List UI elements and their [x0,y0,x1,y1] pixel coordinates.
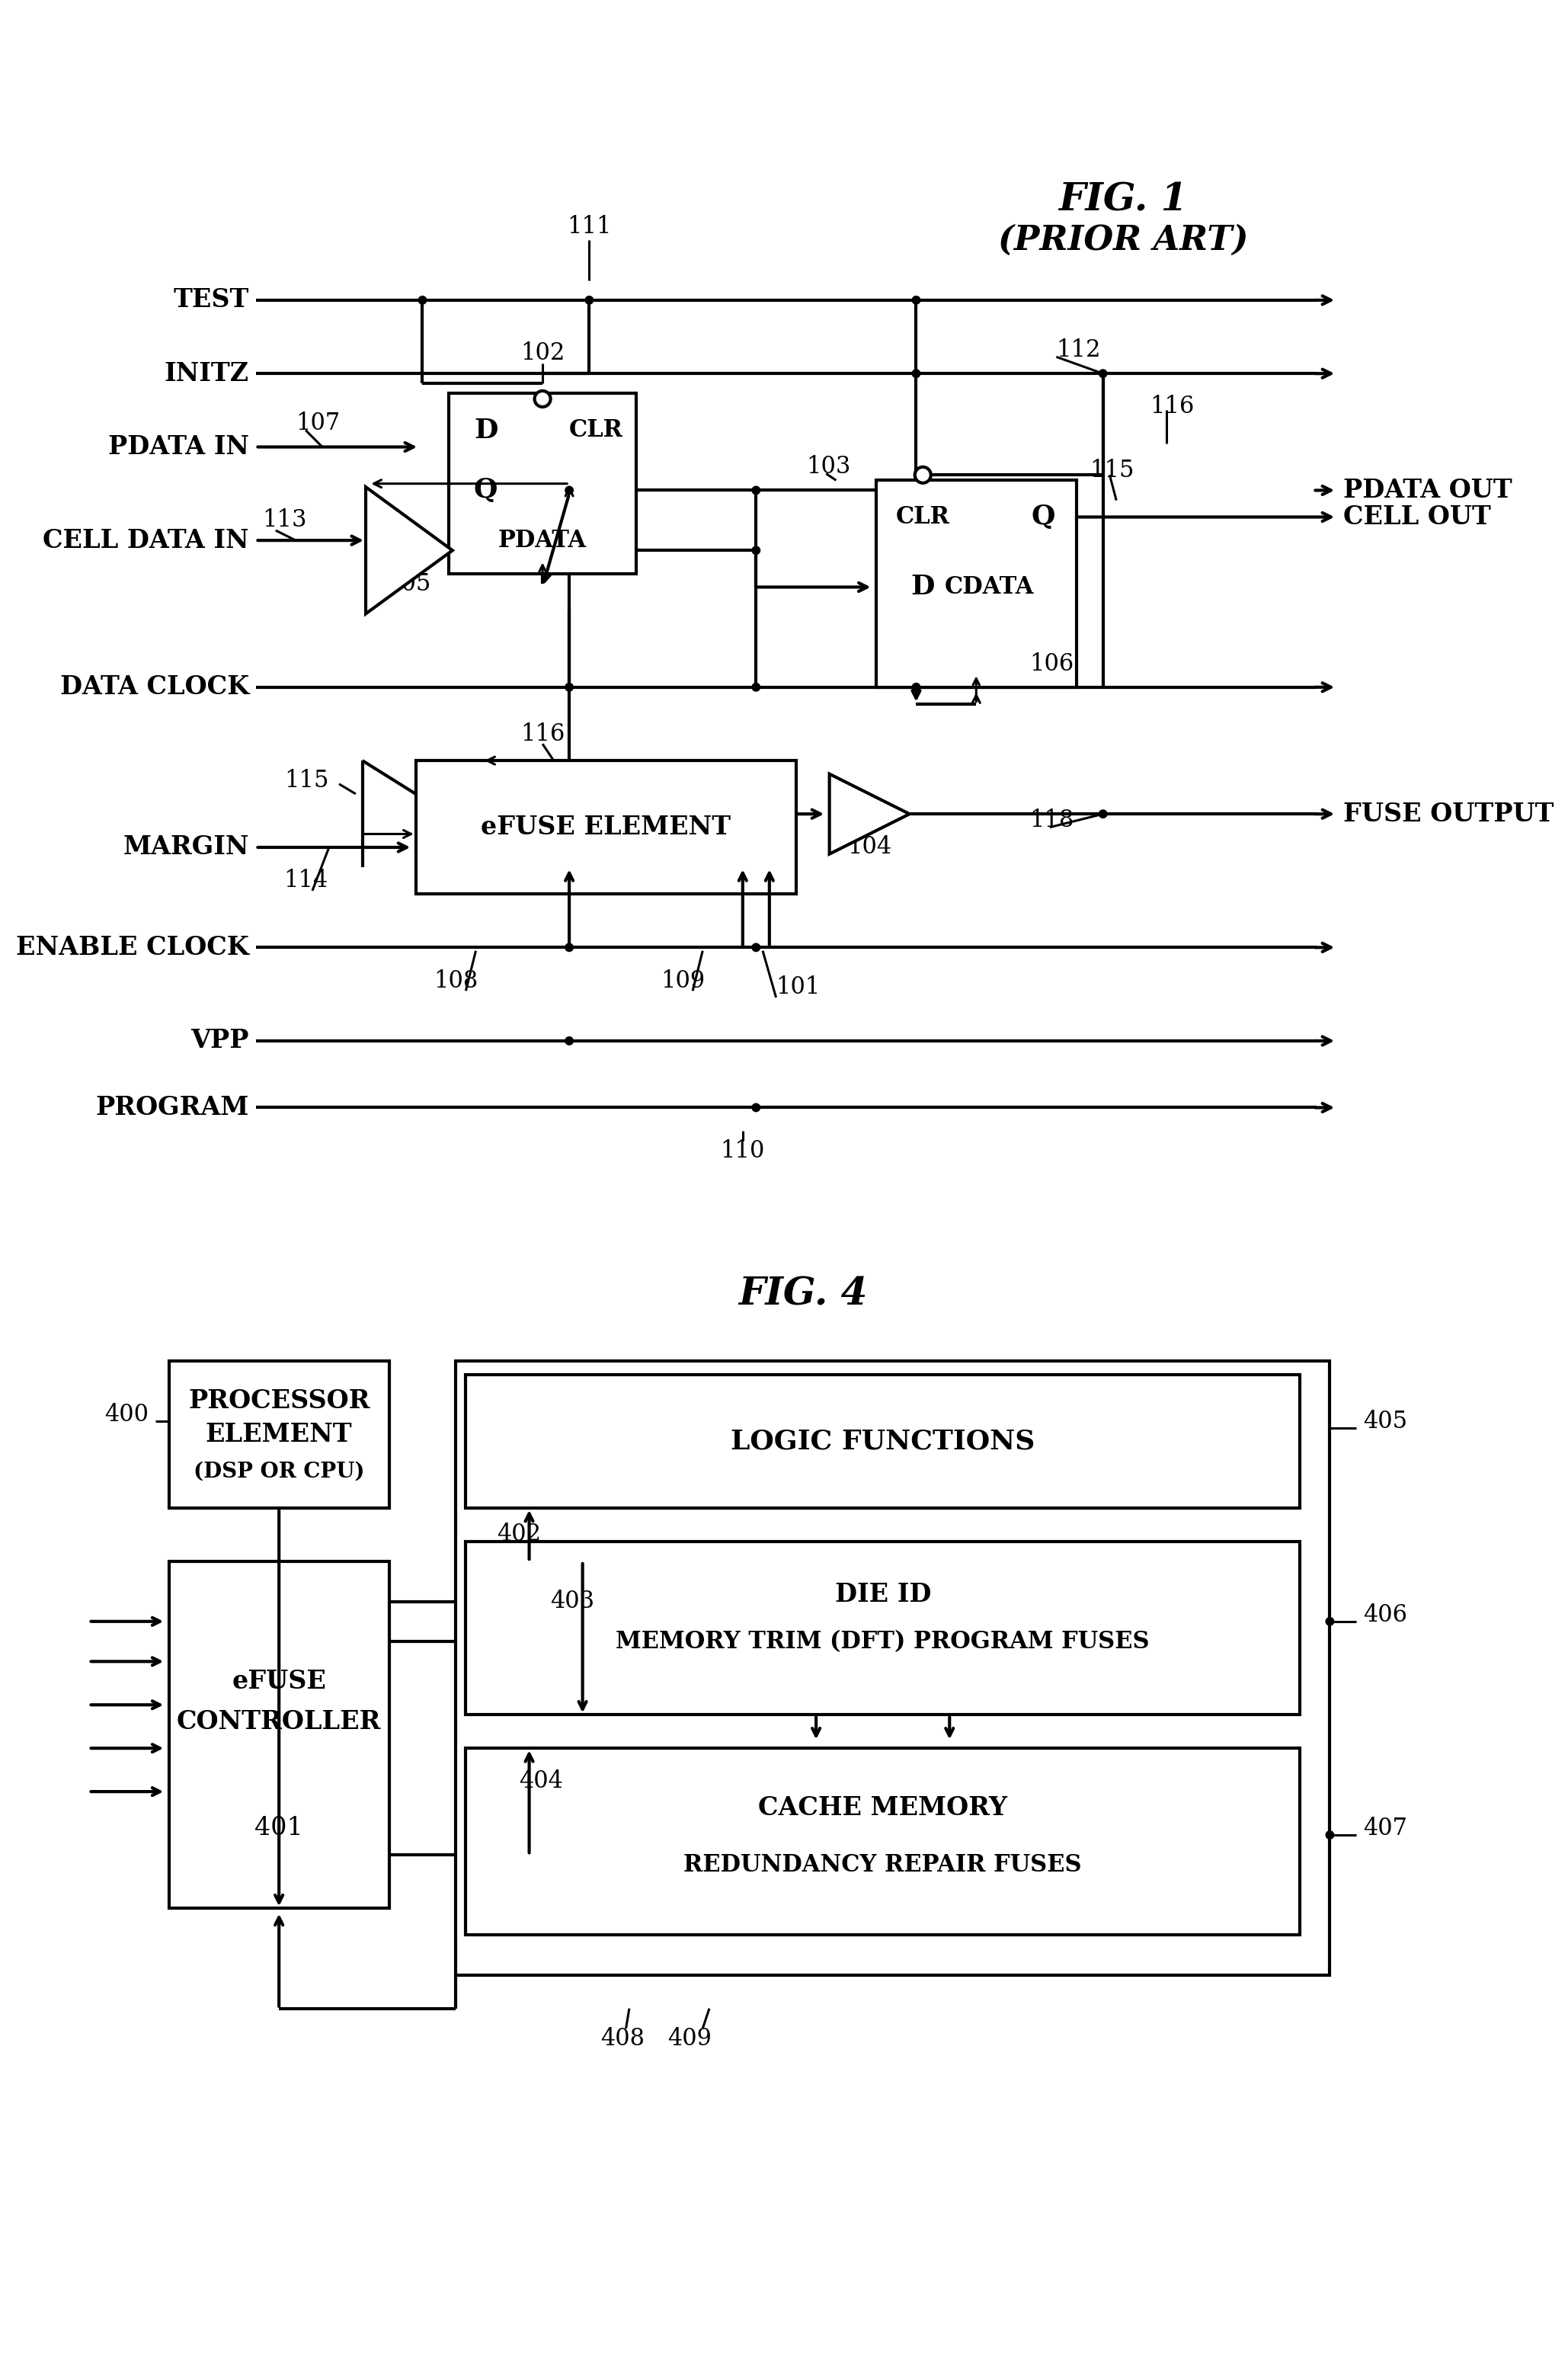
Text: CDATA: CDATA [946,576,1035,599]
Text: 108: 108 [434,970,478,994]
Text: 109: 109 [660,970,704,994]
FancyBboxPatch shape [466,1374,1300,1508]
FancyBboxPatch shape [416,760,797,894]
Text: 107: 107 [296,411,340,434]
Text: ELEMENT: ELEMENT [205,1423,353,1447]
FancyBboxPatch shape [448,394,637,573]
Circle shape [419,295,426,304]
Text: 106: 106 [1030,651,1074,675]
Text: CONTROLLER: CONTROLLER [177,1709,381,1735]
Circle shape [913,371,920,378]
FancyBboxPatch shape [169,1362,389,1508]
Circle shape [1327,1831,1334,1838]
Circle shape [1099,371,1107,378]
Circle shape [753,1104,760,1112]
Text: 113: 113 [262,507,307,531]
FancyBboxPatch shape [877,481,1076,687]
Text: 409: 409 [668,2027,712,2051]
Circle shape [564,682,574,691]
Polygon shape [365,486,453,614]
Text: Q: Q [1032,505,1055,531]
Text: DIE ID: DIE ID [834,1581,931,1607]
Text: (PRIOR ART): (PRIOR ART) [997,224,1248,257]
Text: 116: 116 [521,722,564,746]
Text: DATA CLOCK: DATA CLOCK [60,675,249,701]
FancyBboxPatch shape [466,1541,1300,1716]
Text: 404: 404 [519,1770,563,1794]
Text: ENABLE CLOCK: ENABLE CLOCK [16,935,249,961]
Circle shape [753,486,760,493]
Text: 118: 118 [1030,809,1074,833]
Text: 115: 115 [1090,458,1134,481]
Circle shape [585,295,593,304]
Text: 102: 102 [521,342,564,366]
Text: 403: 403 [550,1591,594,1614]
Text: CELL DATA IN: CELL DATA IN [42,529,249,552]
Text: INITZ: INITZ [165,361,249,387]
Circle shape [1327,1617,1334,1626]
Text: 104: 104 [847,835,892,859]
Text: 407: 407 [1363,1817,1408,1841]
Text: PDATA OUT: PDATA OUT [1344,477,1512,503]
Text: FIG. 1: FIG. 1 [1058,182,1187,219]
Text: TEST: TEST [172,288,249,314]
Circle shape [913,682,920,691]
Text: 105: 105 [387,571,431,595]
Text: 406: 406 [1363,1602,1408,1626]
Text: PROCESSOR: PROCESSOR [188,1388,370,1414]
Circle shape [564,486,574,493]
FancyBboxPatch shape [169,1562,389,1909]
Text: FUSE OUTPUT: FUSE OUTPUT [1344,802,1554,826]
Text: VPP: VPP [191,1029,249,1053]
Text: 110: 110 [720,1140,765,1163]
Text: 103: 103 [806,455,850,479]
Text: CACHE MEMORY: CACHE MEMORY [759,1796,1007,1822]
FancyBboxPatch shape [456,1362,1330,1975]
Circle shape [753,944,760,951]
Text: 402: 402 [497,1522,541,1546]
Text: MARGIN: MARGIN [122,835,249,859]
Text: PROGRAM: PROGRAM [96,1095,249,1121]
FancyBboxPatch shape [466,1749,1300,1935]
Circle shape [564,944,574,951]
Polygon shape [829,774,909,854]
Text: eFUSE ELEMENT: eFUSE ELEMENT [481,814,731,840]
Text: MEMORY TRIM (DFT) PROGRAM FUSES: MEMORY TRIM (DFT) PROGRAM FUSES [616,1631,1149,1654]
Text: CLR: CLR [569,418,622,441]
Circle shape [913,295,920,304]
Circle shape [535,392,550,406]
Text: FIG. 4: FIG. 4 [739,1277,867,1312]
Text: 116: 116 [1149,394,1195,418]
Text: 405: 405 [1363,1409,1408,1433]
Circle shape [753,548,760,555]
Circle shape [914,467,931,484]
Text: REDUNDANCY REPAIR FUSES: REDUNDANCY REPAIR FUSES [684,1853,1082,1876]
Text: 115: 115 [284,769,329,793]
Text: 114: 114 [284,868,328,892]
Text: Q: Q [474,477,497,503]
Text: eFUSE: eFUSE [232,1669,326,1694]
Text: 401: 401 [254,1817,303,1841]
Text: PDATA IN: PDATA IN [108,434,249,460]
Text: 408: 408 [601,2027,644,2051]
Text: LOGIC FUNCTIONS: LOGIC FUNCTIONS [731,1428,1035,1454]
Text: (DSP OR CPU): (DSP OR CPU) [193,1461,364,1482]
Text: D: D [911,573,935,599]
Text: 112: 112 [1057,337,1101,361]
Circle shape [1099,809,1107,819]
Text: CELL OUT: CELL OUT [1344,505,1491,529]
Circle shape [564,1036,574,1045]
Text: 101: 101 [776,975,820,998]
Text: 111: 111 [568,215,612,238]
Text: CLR: CLR [895,505,950,529]
Text: 400: 400 [105,1402,149,1425]
Text: PDATA: PDATA [499,529,586,552]
Text: D: D [474,418,497,444]
Circle shape [753,682,760,691]
